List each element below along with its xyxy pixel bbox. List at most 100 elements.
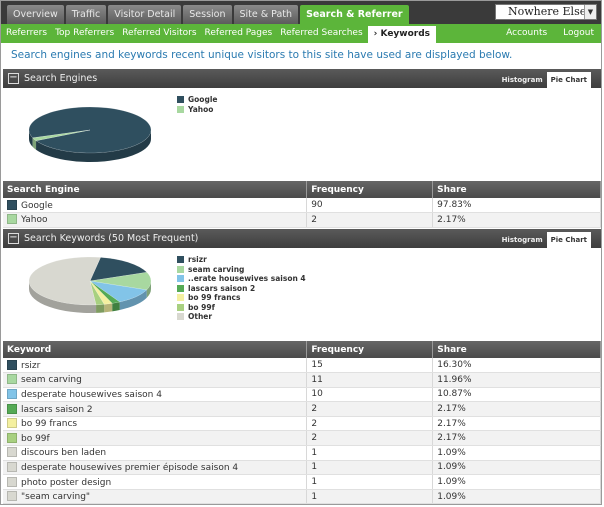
cell-name: lascars saison 2: [3, 401, 308, 417]
legend-item: lascars saison 2: [177, 284, 306, 294]
cell-name: "seam carving": [3, 489, 308, 504]
row-label: "seam carving": [21, 492, 91, 503]
color-swatch: [7, 199, 17, 210]
pie-slice[interactable]: [28, 256, 101, 306]
table-row: seam carving 11 11.96%: [3, 372, 601, 388]
cell-frequency: 1: [306, 489, 434, 504]
cell-frequency: 2: [306, 416, 434, 432]
legend-label: seam carving: [188, 264, 245, 274]
col-share[interactable]: Share: [432, 181, 601, 198]
cell-share: 2.17%: [432, 212, 601, 228]
cell-name: photo poster design: [3, 474, 308, 490]
cell-name: seam carving: [3, 372, 308, 388]
pie-slice[interactable]: [89, 280, 148, 303]
color-swatch: [7, 418, 17, 429]
keywords-histogram-tab[interactable]: Histogram: [501, 236, 543, 244]
pie-slice[interactable]: [32, 129, 91, 141]
tab-traffic[interactable]: Traffic: [65, 5, 107, 24]
tab-session[interactable]: Session: [183, 5, 232, 24]
legend-swatch: [177, 284, 184, 292]
keywords-legend: rsizr seam carving ..erate housewives sais…: [177, 255, 306, 322]
color-swatch: [7, 388, 17, 399]
intro-text: Search engines and keywords recent uniqu…: [11, 49, 513, 61]
tab-site-path[interactable]: Site & Path: [233, 5, 299, 24]
engines-chart-area: Google Yahoo: [3, 88, 601, 180]
col-share[interactable]: Share: [432, 341, 601, 358]
color-swatch: [7, 476, 17, 487]
table-row: "seam carving" 1 1.09%: [3, 489, 601, 504]
pie-slice[interactable]: [28, 106, 152, 154]
keywords-view-tabs: Histogram Pie Chart: [498, 232, 591, 248]
chevron-down-icon[interactable]: ▼: [584, 5, 596, 19]
row-label: seam carving: [21, 375, 82, 386]
subnav-referrers[interactable]: Referrers: [6, 28, 48, 38]
collapse-icon[interactable]: −: [8, 232, 19, 244]
search-keywords-title: Search Keywords (50 Most Frequent): [24, 233, 199, 244]
pie-slice-side: [96, 304, 105, 313]
legend-item: Google: [177, 95, 218, 105]
site-select[interactable]: Nowhere Else ▼: [495, 4, 597, 20]
cell-share: 97.83%: [432, 198, 601, 214]
row-label: Yahoo: [21, 215, 48, 226]
engines-pie-chart: [28, 106, 152, 163]
legend-label: rsizr: [188, 255, 207, 264]
col-keyword[interactable]: Keyword: [3, 341, 308, 358]
cell-share: 2.17%: [432, 430, 601, 447]
pie-slice[interactable]: [89, 257, 148, 282]
tab-visitor-detail[interactable]: Visitor Detail: [108, 5, 182, 24]
collapse-icon[interactable]: −: [8, 72, 19, 84]
pie-slice[interactable]: [89, 280, 121, 304]
col-frequency[interactable]: Frequency: [306, 181, 434, 198]
tab-overview[interactable]: Overview: [7, 5, 64, 24]
color-swatch: [7, 214, 17, 225]
subnav-referred-pages[interactable]: Referred Pages: [204, 28, 273, 38]
pie-slice[interactable]: [89, 272, 152, 291]
table-row: desperate housewives saison 4 10 10.87%: [3, 387, 601, 403]
row-label: photo poster design: [21, 477, 112, 488]
row-label: discours ben laden: [21, 448, 107, 459]
legend-item: bo 99 francs: [177, 293, 306, 303]
cell-name: rsizr: [3, 358, 308, 374]
legend-label: ..erate housewives saison 4: [188, 274, 306, 283]
engines-histogram-tab[interactable]: Histogram: [501, 76, 543, 84]
row-label: lascars saison 2: [21, 404, 93, 415]
cell-share: 1.09%: [432, 445, 601, 461]
engines-table-body: Google 90 97.83% Yahoo 2 2.17%: [3, 198, 601, 228]
subnav-keywords[interactable]: › Keywords: [367, 26, 437, 43]
legend-swatch: [177, 275, 184, 282]
engines-table: Search Engine Frequency Share Google 90 97…: [3, 181, 601, 228]
legend-label: Yahoo: [188, 104, 214, 114]
cell-share: 11.96%: [432, 372, 601, 388]
row-label: bo 99 francs: [21, 419, 78, 430]
accounts-link[interactable]: Accounts: [506, 28, 548, 38]
cell-frequency: 2: [306, 212, 434, 228]
engines-pie-tab[interactable]: Pie Chart: [546, 72, 591, 88]
keywords-pie-tab[interactable]: Pie Chart: [546, 232, 591, 248]
subnav-referred-visitors[interactable]: Referred Visitors: [122, 28, 197, 38]
tab-search-referrer[interactable]: Search & Referrer: [300, 5, 409, 24]
subnav-referred-searches[interactable]: Referred Searches: [280, 28, 363, 38]
subnav-top-referrers[interactable]: Top Referrers: [55, 28, 115, 38]
table-row: photo poster design 1 1.09%: [3, 474, 601, 490]
pie-slice[interactable]: [89, 280, 113, 305]
legend-item: bo 99f: [177, 303, 306, 313]
row-label: desperate housewives saison 4: [21, 389, 162, 400]
pie-slice-side: [29, 130, 33, 147]
cell-frequency: 1: [306, 460, 434, 476]
legend-label: Google: [188, 95, 218, 104]
cell-share: 1.09%: [432, 474, 601, 490]
cell-frequency: 90: [306, 198, 434, 214]
table-row: bo 99f 2 2.17%: [3, 430, 601, 447]
logout-link[interactable]: Logout: [563, 28, 594, 38]
cell-frequency: 10: [306, 387, 434, 403]
row-label: bo 99f: [21, 433, 50, 444]
cell-frequency: 15: [306, 358, 434, 374]
col-frequency[interactable]: Frequency: [306, 341, 434, 358]
engines-legend: Google Yahoo: [177, 95, 218, 114]
pie-slice-side: [36, 130, 151, 163]
table-row: bo 99 francs 2 2.17%: [3, 416, 601, 432]
table-row: rsizr 15 16.30%: [3, 358, 601, 374]
col-search-engine[interactable]: Search Engine: [3, 181, 308, 198]
pie-slice[interactable]: [89, 280, 105, 306]
